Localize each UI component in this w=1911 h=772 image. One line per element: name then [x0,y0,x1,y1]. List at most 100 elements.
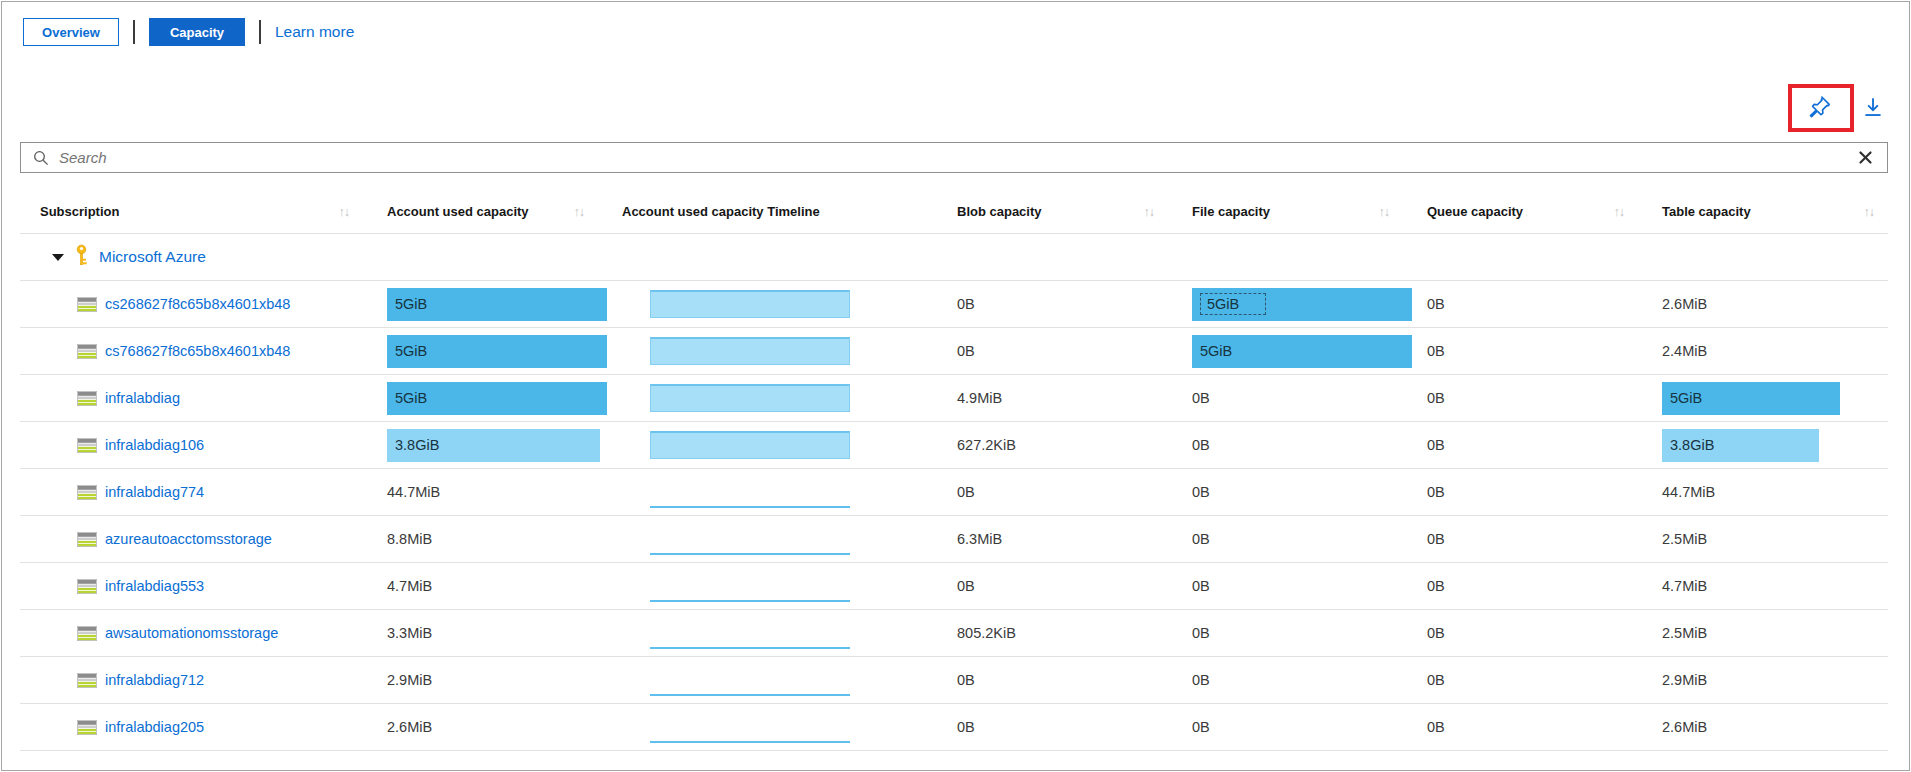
storage-account-link[interactable]: infralabdiag712 [105,672,204,688]
cell-table_cap: 2.5MiB [1652,516,1888,562]
overview-button[interactable]: Overview [23,18,119,46]
download-button[interactable] [1860,95,1886,121]
column-header-label: Table capacity [1662,204,1751,219]
storage-account-link[interactable]: infralabdiag106 [105,437,204,453]
sort-icon[interactable]: ↑↓ [1614,205,1653,219]
column-header-label: File capacity [1192,204,1270,219]
table-row: infralabdiag5534.7MiB0B0B0B4.7MiB [20,563,1888,610]
capacity-timeline-sparkline [650,668,850,696]
capacity-bar: 3.8GiB [1662,429,1819,462]
storage-account-icon [77,626,97,641]
subscription-link[interactable]: Microsoft Azure [99,248,206,266]
cell-queue: 0B [1417,657,1652,703]
table-row: awsautomationomsstorage3.3MiB805.2KiB0B0… [20,610,1888,657]
sort-icon[interactable]: ↑↓ [1144,205,1183,219]
sort-icon[interactable]: ↑↓ [1864,205,1889,219]
capacity-bar: 5GiB [387,335,607,368]
capacity-bar: 5GiB [1192,335,1412,368]
cell-account: 5GiB [377,328,612,374]
search-input[interactable] [59,143,1856,172]
storage-account-icon [77,673,97,688]
capacity-value: 0B [1182,531,1210,547]
capacity-timeline-sparkline [650,290,850,318]
cell-account: 2.6MiB [377,704,612,750]
storage-account-link[interactable]: infralabdiag [105,390,180,406]
cell-table_cap: 4.7MiB [1652,563,1888,609]
sort-icon[interactable]: ↑↓ [1379,205,1418,219]
capacity-value: 0B [1182,578,1210,594]
storage-account-icon [77,532,97,547]
cell-name: azureautoacctomsstorage [20,516,377,562]
cell-queue: 0B [1417,469,1652,515]
table-row: infralabdiag7122.9MiB0B0B0B2.9MiB [20,657,1888,704]
cell-table_cap: 2.6MiB [1652,281,1888,327]
sort-icon[interactable]: ↑↓ [339,205,378,219]
capacity-timeline-sparkline [650,527,850,555]
column-header-timeline: Account used capacity Timeline [612,190,947,233]
capacity-value: 0B [1417,672,1445,688]
cell-file: 0B [1182,610,1417,656]
cell-name: infralabdiag553 [20,563,377,609]
storage-account-link[interactable]: awsautomationomsstorage [105,625,278,641]
cell-table_cap: 2.5MiB [1652,610,1888,656]
column-header-table_cap[interactable]: Table capacity ↑↓ [1652,190,1888,233]
capacity-bar-value: 3.8GiB [1670,437,1714,453]
capacity-value: 627.2KiB [947,437,1016,453]
cell-name: awsautomationomsstorage [20,610,377,656]
column-header-blob[interactable]: Blob capacity ↑↓ [947,190,1182,233]
capacity-bar: 5GiB [387,288,607,321]
column-header-label: Blob capacity [957,204,1042,219]
storage-account-icon [77,579,97,594]
cell-blob: 0B [947,328,1182,374]
divider [259,20,261,44]
capacity-value: 0B [1417,531,1445,547]
cell-file: 0B [1182,516,1417,562]
capacity-bar-value: 5GiB [395,390,427,406]
capacity-timeline-sparkline [650,431,850,459]
capacity-bar: 5GiB [1192,288,1412,321]
column-header-name[interactable]: Subscription↑↓ [20,190,377,233]
capacity-timeline-sparkline [650,480,850,508]
capacity-value: 44.7MiB [1652,484,1715,500]
cell-name: infralabdiag712 [20,657,377,703]
column-header-queue[interactable]: Queue capacity↑↓ [1417,190,1652,233]
clear-search-icon[interactable] [1856,148,1875,167]
storage-account-icon [77,438,97,453]
cell-blob: 6.3MiB [947,516,1182,562]
storage-account-link[interactable]: infralabdiag205 [105,719,204,735]
column-header-file[interactable]: File capacity ↑↓ [1182,190,1417,233]
cell-blob: 0B [947,657,1182,703]
cell-blob: 4.9MiB [947,375,1182,421]
capacity-value: 2.9MiB [1652,672,1707,688]
capacity-timeline-sparkline [650,621,850,649]
cell-account: 2.9MiB [377,657,612,703]
table-row: azureautoacctomsstorage8.8MiB6.3MiB0B0B2… [20,516,1888,563]
sort-icon[interactable]: ↑↓ [574,205,613,219]
column-header-account[interactable]: Account used capacity↑↓ [377,190,612,233]
capacity-workbook-page: Overview Capacity Learn more [1,1,1910,771]
storage-account-icon [77,391,97,406]
learn-more-link[interactable]: Learn more [275,23,354,41]
capacity-value: 0B [1182,719,1210,735]
capacity-bar-value: 5GiB [395,343,427,359]
capacity-value: 0B [1417,296,1445,312]
capacity-value: 0B [1182,484,1210,500]
storage-account-link[interactable]: cs268627f8c65b8x4601xb48 [105,296,290,312]
storage-account-link[interactable]: infralabdiag774 [105,484,204,500]
pin-button[interactable] [1804,94,1832,122]
capacity-value: 0B [947,343,975,359]
storage-account-link[interactable]: infralabdiag553 [105,578,204,594]
cell-timeline [612,328,947,374]
cell-table_cap: 2.9MiB [1652,657,1888,703]
capacity-value: 0B [1182,625,1210,641]
capacity-value: 0B [1182,390,1210,406]
cell-table_cap: 2.6MiB [1652,704,1888,750]
group-expand-toggle-icon[interactable] [52,254,64,261]
cell-account: 5GiB [377,375,612,421]
storage-account-link[interactable]: cs768627f8c65b8x4601xb48 [105,343,290,359]
capacity-button[interactable]: Capacity [149,18,245,46]
storage-account-link[interactable]: azureautoacctomsstorage [105,531,272,547]
cell-file: 0B [1182,657,1417,703]
cell-queue: 0B [1417,563,1652,609]
cell-timeline [612,610,947,656]
